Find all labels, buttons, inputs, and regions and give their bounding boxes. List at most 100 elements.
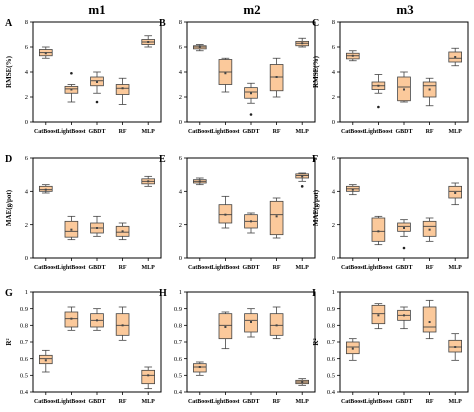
y-tick-label: 6 (25, 44, 29, 51)
x-category-label: GBDT (88, 399, 105, 405)
box-gbdt (244, 212, 258, 234)
box-mlp (295, 378, 309, 386)
mean-marker (96, 81, 98, 83)
x-category-label: MLP (142, 265, 156, 271)
y-tick-label: 0.4 (174, 389, 183, 396)
panel-letter: E (159, 154, 166, 165)
x-category-label: GBDT (395, 265, 412, 271)
y-tick-label: 8 (25, 19, 28, 26)
x-category-label: LightBoost (211, 265, 239, 271)
outlier-point (249, 113, 253, 116)
y-tick-label: 0 (332, 255, 335, 262)
mean-marker (147, 374, 150, 377)
panel-letter: D (5, 154, 12, 165)
x-category-label: LightBoost (211, 399, 239, 405)
y-tick-label: 0.4 (20, 389, 29, 396)
mean-marker (96, 319, 98, 322)
y-tick-label: 6 (25, 155, 29, 162)
box-gbdt (397, 306, 411, 330)
box-iqr (269, 200, 284, 236)
mean-marker (224, 72, 227, 75)
box-mlp (141, 35, 156, 48)
mean-marker (454, 56, 457, 58)
panel-letter: A (5, 18, 13, 29)
box-gbdt (90, 308, 104, 331)
panel-a: A 0 2 4 6 8 RMSE(%) CatBoost LightBoost GBDT RF MLP (5, 18, 162, 135)
y-tick-label: 8 (332, 19, 335, 26)
y-tick-label: 0.7 (327, 339, 336, 346)
box-gbdt (397, 71, 411, 103)
mean-marker (275, 76, 278, 78)
panel-g: G 0.4 0.5 0.6 0.7 0.8 0.9 1 R² CatBoost LightBoost… (5, 288, 162, 405)
mean-marker (403, 314, 405, 317)
x-category-label: GBDT (395, 399, 412, 405)
x-category-label: CatBoost (341, 399, 365, 405)
y-tick-label: 2 (332, 94, 335, 101)
panel-letter: C (312, 18, 319, 29)
x-category-label: MLP (449, 265, 463, 271)
box-iqr (115, 84, 130, 95)
column-titles: m1 m2 m3 (88, 2, 414, 17)
x-category-label: MLP (296, 265, 310, 271)
box-iqr (141, 369, 156, 385)
outlier-point (95, 100, 99, 104)
x-category-label: CatBoost (188, 265, 212, 271)
box-lightboost (64, 71, 79, 103)
mean-marker (403, 227, 405, 229)
y-tick-label: 0.9 (327, 306, 335, 313)
x-category-label: RF (273, 129, 281, 135)
mean-marker (121, 87, 124, 90)
x-category-label: RF (119, 399, 127, 405)
mean-marker (301, 381, 304, 383)
outlier-point (377, 105, 380, 109)
box-catboost (39, 184, 53, 194)
x-category-label: LightBoost (364, 129, 392, 135)
mean-marker (70, 88, 73, 91)
y-tick-label: 0 (25, 255, 28, 262)
panel-e: E 0 2 4 6 CatBoost LightBoost GBDT RF MLP (159, 154, 316, 271)
x-category-label: RF (119, 265, 127, 271)
box-iqr (422, 306, 437, 333)
box-catboost (345, 338, 360, 361)
y-tick-label: 1 (179, 289, 182, 296)
y-tick-label: 4 (25, 69, 29, 76)
y-tick-label: 0.8 (174, 323, 182, 330)
y-axis-title: RMSE(%) (5, 55, 13, 88)
plot-frame (339, 21, 469, 123)
mean-marker (428, 321, 431, 323)
mean-marker (224, 213, 227, 216)
panel-d: D 0 2 4 6 MAE(g/pot) CatBoost LightBoost GBDT RF M… (5, 154, 162, 271)
box-rf (422, 217, 437, 242)
y-tick-label: 2 (25, 222, 28, 229)
y-tick-label: 0 (25, 119, 28, 126)
panel-letter: B (159, 18, 166, 29)
y-tick-label: 0.6 (20, 356, 29, 363)
box-rf (422, 299, 437, 340)
mean-marker (301, 175, 304, 178)
y-tick-label: 0 (179, 255, 182, 262)
y-tick-label: 2 (25, 94, 28, 101)
x-category-label: CatBoost (341, 265, 365, 271)
box-lightboost (64, 215, 79, 241)
mean-marker (70, 228, 73, 231)
x-category-label: CatBoost (34, 399, 58, 405)
mean-marker (44, 188, 47, 191)
panel-i: I 0.4 0.5 0.6 0.7 0.8 0.9 1 R² CatBoost LightBoost… (312, 288, 469, 405)
mean-marker (44, 52, 47, 55)
box-gbdt (397, 219, 411, 250)
x-category-label: GBDT (242, 265, 259, 271)
y-tick-label: 0.7 (174, 339, 183, 346)
plot-frame (32, 291, 162, 393)
y-tick-label: 0 (179, 119, 182, 126)
y-tick-label: 0.6 (174, 356, 183, 363)
y-tick-label: 4 (25, 189, 29, 196)
x-category-label: MLP (142, 129, 156, 135)
y-tick-label: 0.7 (20, 339, 29, 346)
mean-marker (454, 192, 457, 194)
mean-marker (275, 215, 278, 218)
y-tick-label: 4 (332, 189, 336, 196)
outlier-point (402, 246, 406, 250)
x-category-label: LightBoost (364, 265, 392, 271)
box-mlp (448, 47, 462, 67)
x-category-label: MLP (142, 399, 156, 405)
